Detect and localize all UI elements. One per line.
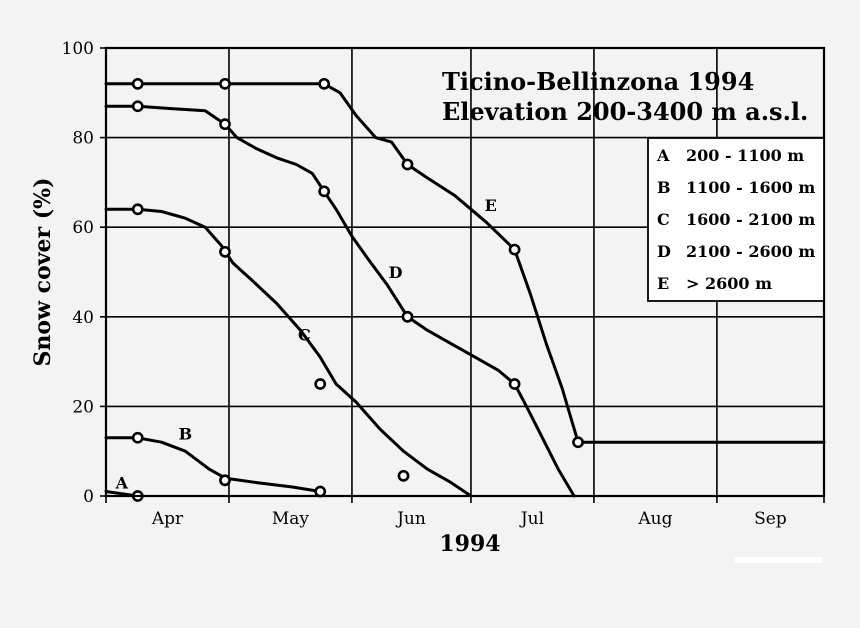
legend-text-C: 1600 - 2100 m (686, 210, 815, 229)
data-point-B-1 (131, 431, 144, 444)
axis-ticks: 0 20 40 60 80 100 Apr May Jun Jul Aug Sep (62, 39, 825, 529)
series-label-B: B (179, 424, 193, 443)
y-axis-title: Snow cover (%) (30, 178, 56, 367)
data-point-D-5 (508, 378, 521, 390)
data-point-B-2 (219, 474, 231, 487)
data-point-E-5 (508, 243, 521, 256)
y-tick-label-4: 80 (72, 129, 94, 149)
x-tick-label-5: Sep (754, 509, 787, 529)
data-point-C-1 (131, 203, 144, 216)
data-point-C-2 (219, 245, 231, 258)
legend-key-C: C (657, 210, 670, 229)
data-point-E-6 (572, 436, 584, 449)
series-label-C: C (298, 326, 311, 345)
y-tick-label-1: 20 (72, 397, 94, 417)
legend-text-D: 2100 - 2600 m (686, 242, 815, 261)
series-line-C (104, 207, 473, 498)
data-point-D-3 (318, 185, 331, 198)
data-point-E-3 (318, 77, 331, 90)
series-line-B (104, 436, 322, 493)
data-point-D-4 (401, 310, 414, 323)
x-tick-label-3: Jul (519, 509, 544, 529)
marker-layer (131, 77, 584, 502)
series-label-D: D (389, 263, 403, 282)
y-tick-label-3: 60 (72, 218, 94, 238)
legend-text-E: > 2600 m (686, 274, 772, 293)
legend-key-B: B (657, 178, 671, 197)
x-tick-label-2: Jun (395, 509, 426, 529)
legend-key-D: D (657, 242, 671, 261)
x-tick-label-4: Aug (637, 509, 672, 529)
data-point-C-4 (397, 469, 410, 482)
series-label-A: A (115, 474, 129, 493)
legend-text-B: 1100 - 1600 m (686, 178, 815, 197)
y-tick-label-0: 0 (83, 487, 94, 507)
footer-white-bar (735, 557, 822, 563)
data-point-E-4 (401, 158, 414, 171)
legend-text-A: 200 - 1100 m (686, 146, 804, 165)
data-point-D-2 (219, 118, 231, 131)
legend-key-A: A (656, 146, 670, 165)
legend-box (647, 137, 825, 302)
series-label-E: E (485, 196, 497, 215)
series-label-layer: A B C D E (115, 196, 497, 493)
data-point-E-2 (219, 77, 231, 90)
chart-subtitle: Elevation 200-3400 m a.s.l. (442, 97, 808, 126)
legend-key-E: E (657, 274, 669, 293)
y-tick-label-2: 40 (72, 308, 94, 328)
x-tick-label-1: May (272, 509, 310, 529)
legend: A 200 - 1100 m B 1100 - 1600 m C 1600 - 2100 … (647, 137, 825, 302)
x-axis-title: 1994 (439, 531, 500, 557)
data-point-E-1 (131, 77, 144, 90)
series-layer (104, 82, 826, 498)
data-point-B-3 (314, 485, 327, 498)
x-tick-label-0: Apr (151, 509, 184, 529)
chart-title: Ticino-Bellinzona 1994 (442, 67, 754, 96)
data-point-D-1 (131, 100, 144, 113)
y-tick-label-5: 100 (62, 39, 94, 59)
series-line-E (104, 82, 826, 444)
data-point-C-3 (314, 378, 327, 390)
